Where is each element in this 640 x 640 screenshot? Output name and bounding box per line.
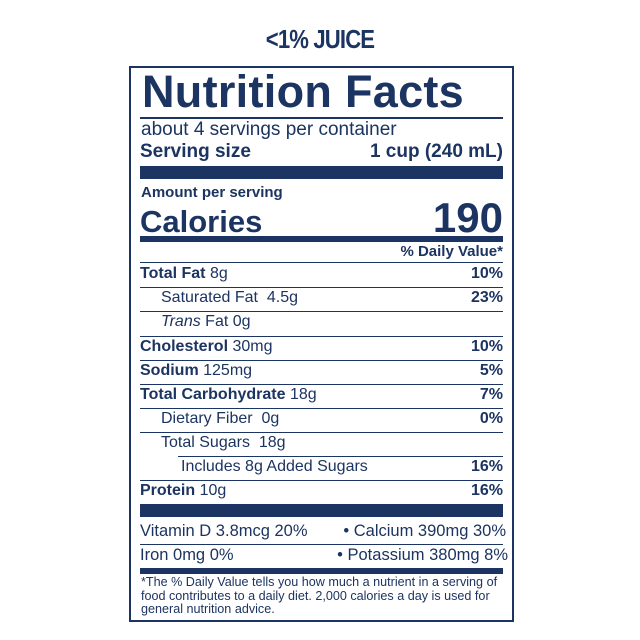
thick-divider — [140, 166, 503, 179]
nutrient-amount: 125mg — [203, 362, 253, 379]
nutrition-facts-panel — [129, 66, 514, 622]
amount-per-serving: Amount per serving — [141, 184, 283, 201]
nutrient-amount: 4.5g — [266, 289, 298, 306]
nutrient-dv: 10% — [470, 265, 503, 282]
medium-divider — [140, 236, 503, 242]
nutrient-row-total-sugars: Total Sugars 18g — [140, 434, 503, 452]
nutrient-row-saturated-fat: Saturated Fat 4.5g 23% — [140, 289, 503, 307]
nutrient-amount: 0g — [232, 313, 251, 330]
nutrient-dv: 16% — [470, 482, 503, 499]
calories-label: Calories — [140, 204, 263, 239]
nutrient-amount: 18g — [289, 386, 317, 403]
divider — [140, 262, 503, 263]
daily-value-footnote: *The % Daily Value tells you how much a … — [141, 575, 498, 616]
nutrient-amount: 0g — [261, 410, 280, 427]
nutrient-amount: 18g — [258, 434, 286, 451]
juice-percentage-tag: <1% JUICE — [265, 24, 375, 54]
calories-row: Calories 190 — [140, 194, 503, 242]
nutrient-row-sodium: Sodium 125mg 5% — [140, 362, 503, 380]
nutrient-name: Saturated Fat — [161, 289, 258, 306]
divider — [140, 311, 503, 312]
nutrient-dv: 10% — [470, 338, 503, 355]
nutrient-row-added-sugars: Includes 8g Added Sugars 16% — [140, 458, 503, 476]
nutrient-dv: 16% — [470, 458, 503, 475]
vitamin-left: Iron 0mg 0% — [140, 546, 234, 564]
divider — [140, 480, 503, 481]
nutrient-name: Total Sugars — [161, 434, 250, 451]
nutrient-name: Total Carbohydrate — [140, 386, 286, 403]
divider — [140, 544, 503, 545]
vitamin-right: • Potassium 380mg 8% — [337, 546, 508, 564]
nutrient-row-total-carbohydrate: Total Carbohydrate 18g 7% — [140, 386, 503, 404]
divider — [140, 432, 503, 433]
nutrient-name: Total Fat — [140, 265, 206, 282]
nutrient-dv: 7% — [479, 386, 503, 403]
servings-per-container: about 4 servings per container — [141, 119, 397, 140]
nutrient-name: Protein — [140, 482, 196, 499]
vitamin-row: Vitamin D 3.8mcg 20% • Calcium 390mg 30% — [140, 522, 506, 541]
serving-size-row: Serving size 1 cup (240 mL) — [140, 141, 503, 163]
divider — [140, 287, 503, 288]
nutrient-row-dietary-fiber: Dietary Fiber 0g 0% — [140, 410, 503, 428]
nutrient-row-trans-fat: Trans Fat 0g — [140, 313, 503, 331]
nutrient-name: Trans — [161, 313, 201, 330]
divider — [178, 456, 503, 457]
serving-size-label: Serving size — [140, 141, 251, 162]
nutrient-amount: 8g — [209, 265, 228, 282]
nutrient-amount: 30mg — [232, 338, 273, 355]
nutrient-dv: 0% — [479, 410, 503, 427]
divider — [140, 336, 503, 337]
nutrient-name: Includes 8g Added Sugars — [181, 458, 368, 475]
nutrient-amount: 10g — [199, 482, 227, 499]
vitamin-right: • Calcium 390mg 30% — [343, 522, 506, 540]
nutrient-name: Dietary Fiber — [161, 410, 253, 427]
nutrient-row-cholesterol: Cholesterol 30mg 10% — [140, 338, 503, 356]
divider — [140, 408, 503, 409]
thick-divider — [140, 504, 503, 517]
vitamin-row: Iron 0mg 0% • Potassium 380mg 8% — [140, 546, 508, 565]
nutrient-dv: 23% — [470, 289, 503, 306]
nutrient-dv: 5% — [479, 362, 503, 379]
nutrient-row-total-fat: Total Fat 8g 10% — [140, 265, 503, 283]
nutrient-row-protein: Protein 10g 16% — [140, 482, 503, 500]
vitamin-left: Vitamin D 3.8mcg 20% — [140, 522, 308, 540]
divider — [140, 360, 503, 361]
divider — [140, 384, 503, 385]
daily-value-header: % Daily Value* — [400, 243, 503, 260]
nutrient-name: Sodium — [140, 362, 199, 379]
nutrient-name-suffix: Fat — [205, 313, 229, 330]
medium-divider — [140, 568, 503, 574]
serving-size-value: 1 cup (240 mL) — [369, 141, 503, 162]
calories-value: 190 — [432, 194, 503, 241]
nutrient-name: Cholesterol — [140, 338, 229, 355]
divider — [140, 117, 503, 119]
label-title: Nutrition Facts — [142, 66, 465, 117]
